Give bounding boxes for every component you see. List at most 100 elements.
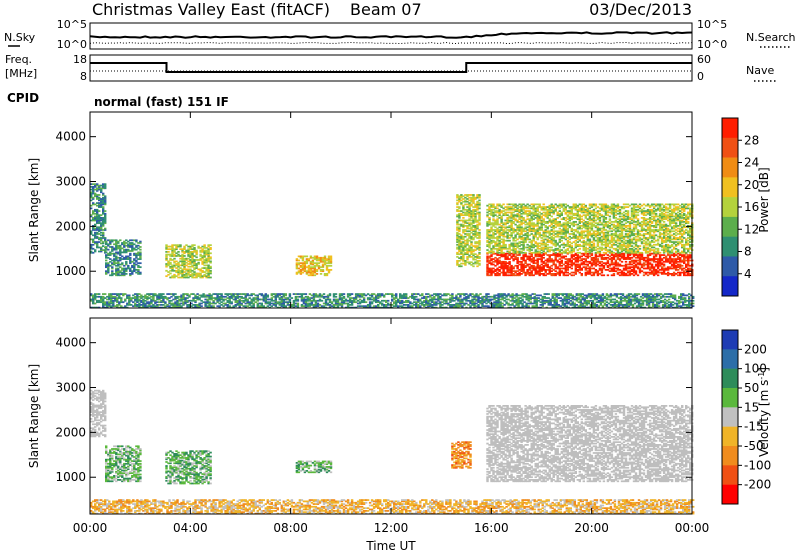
heatmap-cell (510, 231, 513, 234)
heatmap-cell (594, 271, 598, 274)
heatmap-cell (672, 263, 676, 266)
heatmap-cell (498, 231, 501, 234)
heatmap-cell (546, 212, 549, 215)
heatmap-cell (636, 239, 640, 242)
heatmap-cell (522, 242, 525, 245)
heatmap-cell (600, 227, 604, 230)
heatmap-cell (96, 237, 99, 239)
heatmap-cell (540, 206, 543, 208)
heatmap-cell (672, 255, 676, 258)
heatmap-cell (618, 269, 622, 271)
heatmap-cell (608, 242, 612, 245)
heatmap-cell (632, 226, 636, 229)
heatmap-cell (490, 234, 493, 237)
heatmap-cell (119, 254, 122, 256)
heatmap-cell (544, 271, 547, 274)
heatmap-cell (600, 246, 604, 249)
heatmap-cell (183, 265, 186, 268)
heatmap-cell (540, 260, 543, 263)
heatmap-cell (604, 263, 608, 266)
heatmap-cell (498, 247, 501, 250)
heatmap-cell (98, 206, 101, 208)
heatmap-cell (119, 259, 122, 262)
heatmap-cell (614, 235, 618, 238)
heatmap-cell (646, 203, 650, 206)
heatmap-cell (664, 267, 668, 270)
heatmap-cell (542, 223, 545, 226)
heatmap-cell (207, 255, 210, 257)
heatmap-cell (542, 221, 545, 223)
heatmap-cell (96, 183, 99, 186)
heatmap-cell (498, 212, 501, 215)
heatmap-cell (96, 214, 99, 217)
heatmap-cell (566, 262, 570, 265)
heatmap-cell (524, 255, 527, 258)
heatmap-cell (562, 217, 566, 219)
heatmap-cell (464, 222, 467, 225)
heatmap-cell (307, 266, 311, 269)
heatmap-cell (189, 269, 192, 272)
heatmap-cell (672, 254, 676, 256)
heatmap-cell (566, 251, 570, 254)
heatmap-cell (321, 269, 325, 271)
heatmap-cell (464, 235, 467, 238)
heatmap-cell (646, 274, 650, 277)
heatmap-cell (121, 255, 124, 258)
heatmap-cell (295, 264, 299, 267)
heatmap-cell (472, 250, 475, 253)
heatmap-cell (546, 239, 549, 242)
heatmap-cell (620, 252, 624, 255)
heatmap-cell (540, 243, 543, 246)
heatmap-cell (562, 273, 566, 275)
heatmap-cell (500, 254, 503, 256)
heatmap-cell (207, 249, 210, 252)
heatmap-cell (560, 267, 564, 270)
heatmap-cell (616, 221, 620, 223)
heatmap-cell (542, 266, 545, 269)
heatmap-cell (468, 225, 471, 227)
heatmap-cell (554, 203, 557, 206)
heatmap-cell (542, 211, 545, 214)
heatmap-cell (466, 210, 469, 212)
heatmap-cell (648, 258, 652, 260)
heatmap-cell (113, 260, 116, 263)
heatmap-cell (524, 264, 527, 267)
heatmap-cell (486, 271, 489, 274)
heatmap-cell (96, 242, 99, 245)
heatmap-cell (506, 218, 509, 221)
heatmap-cell (542, 203, 545, 206)
heatmap-cell (179, 267, 182, 269)
heatmap-cell (512, 270, 515, 273)
beam-label: Beam 07 (350, 0, 422, 19)
heatmap-cell (574, 243, 578, 246)
heatmap-cell (618, 255, 622, 258)
heatmap-cell (315, 269, 319, 271)
heatmap-cell (616, 226, 620, 229)
heatmap-cell (486, 267, 489, 270)
heatmap-cell (624, 256, 628, 259)
heatmap-cell (96, 188, 99, 191)
heatmap-cell (532, 215, 535, 218)
heatmap-cell (614, 243, 618, 246)
heatmap-cell (538, 203, 541, 206)
heatmap-cell (560, 225, 564, 227)
heatmap-cell (560, 204, 564, 207)
heatmap-cell (203, 256, 206, 259)
heatmap-cell (299, 266, 303, 269)
heatmap-cell (546, 259, 549, 262)
heatmap-cell (123, 264, 126, 267)
heatmap-cell (628, 227, 632, 230)
heatmap-cell (173, 244, 176, 247)
heatmap-cell (562, 230, 566, 233)
heatmap-cell (113, 248, 116, 251)
heatmap-cell (582, 234, 586, 237)
heatmap-cell (626, 221, 630, 223)
heatmap-cell (496, 251, 499, 254)
heatmap-cell (676, 206, 680, 208)
heatmap-cell (576, 210, 580, 212)
heatmap-cell (660, 267, 664, 270)
heatmap-cell (207, 272, 210, 275)
heatmap-cell (648, 262, 652, 265)
heatmap-cell (470, 241, 473, 243)
heatmap-cell (554, 263, 557, 266)
